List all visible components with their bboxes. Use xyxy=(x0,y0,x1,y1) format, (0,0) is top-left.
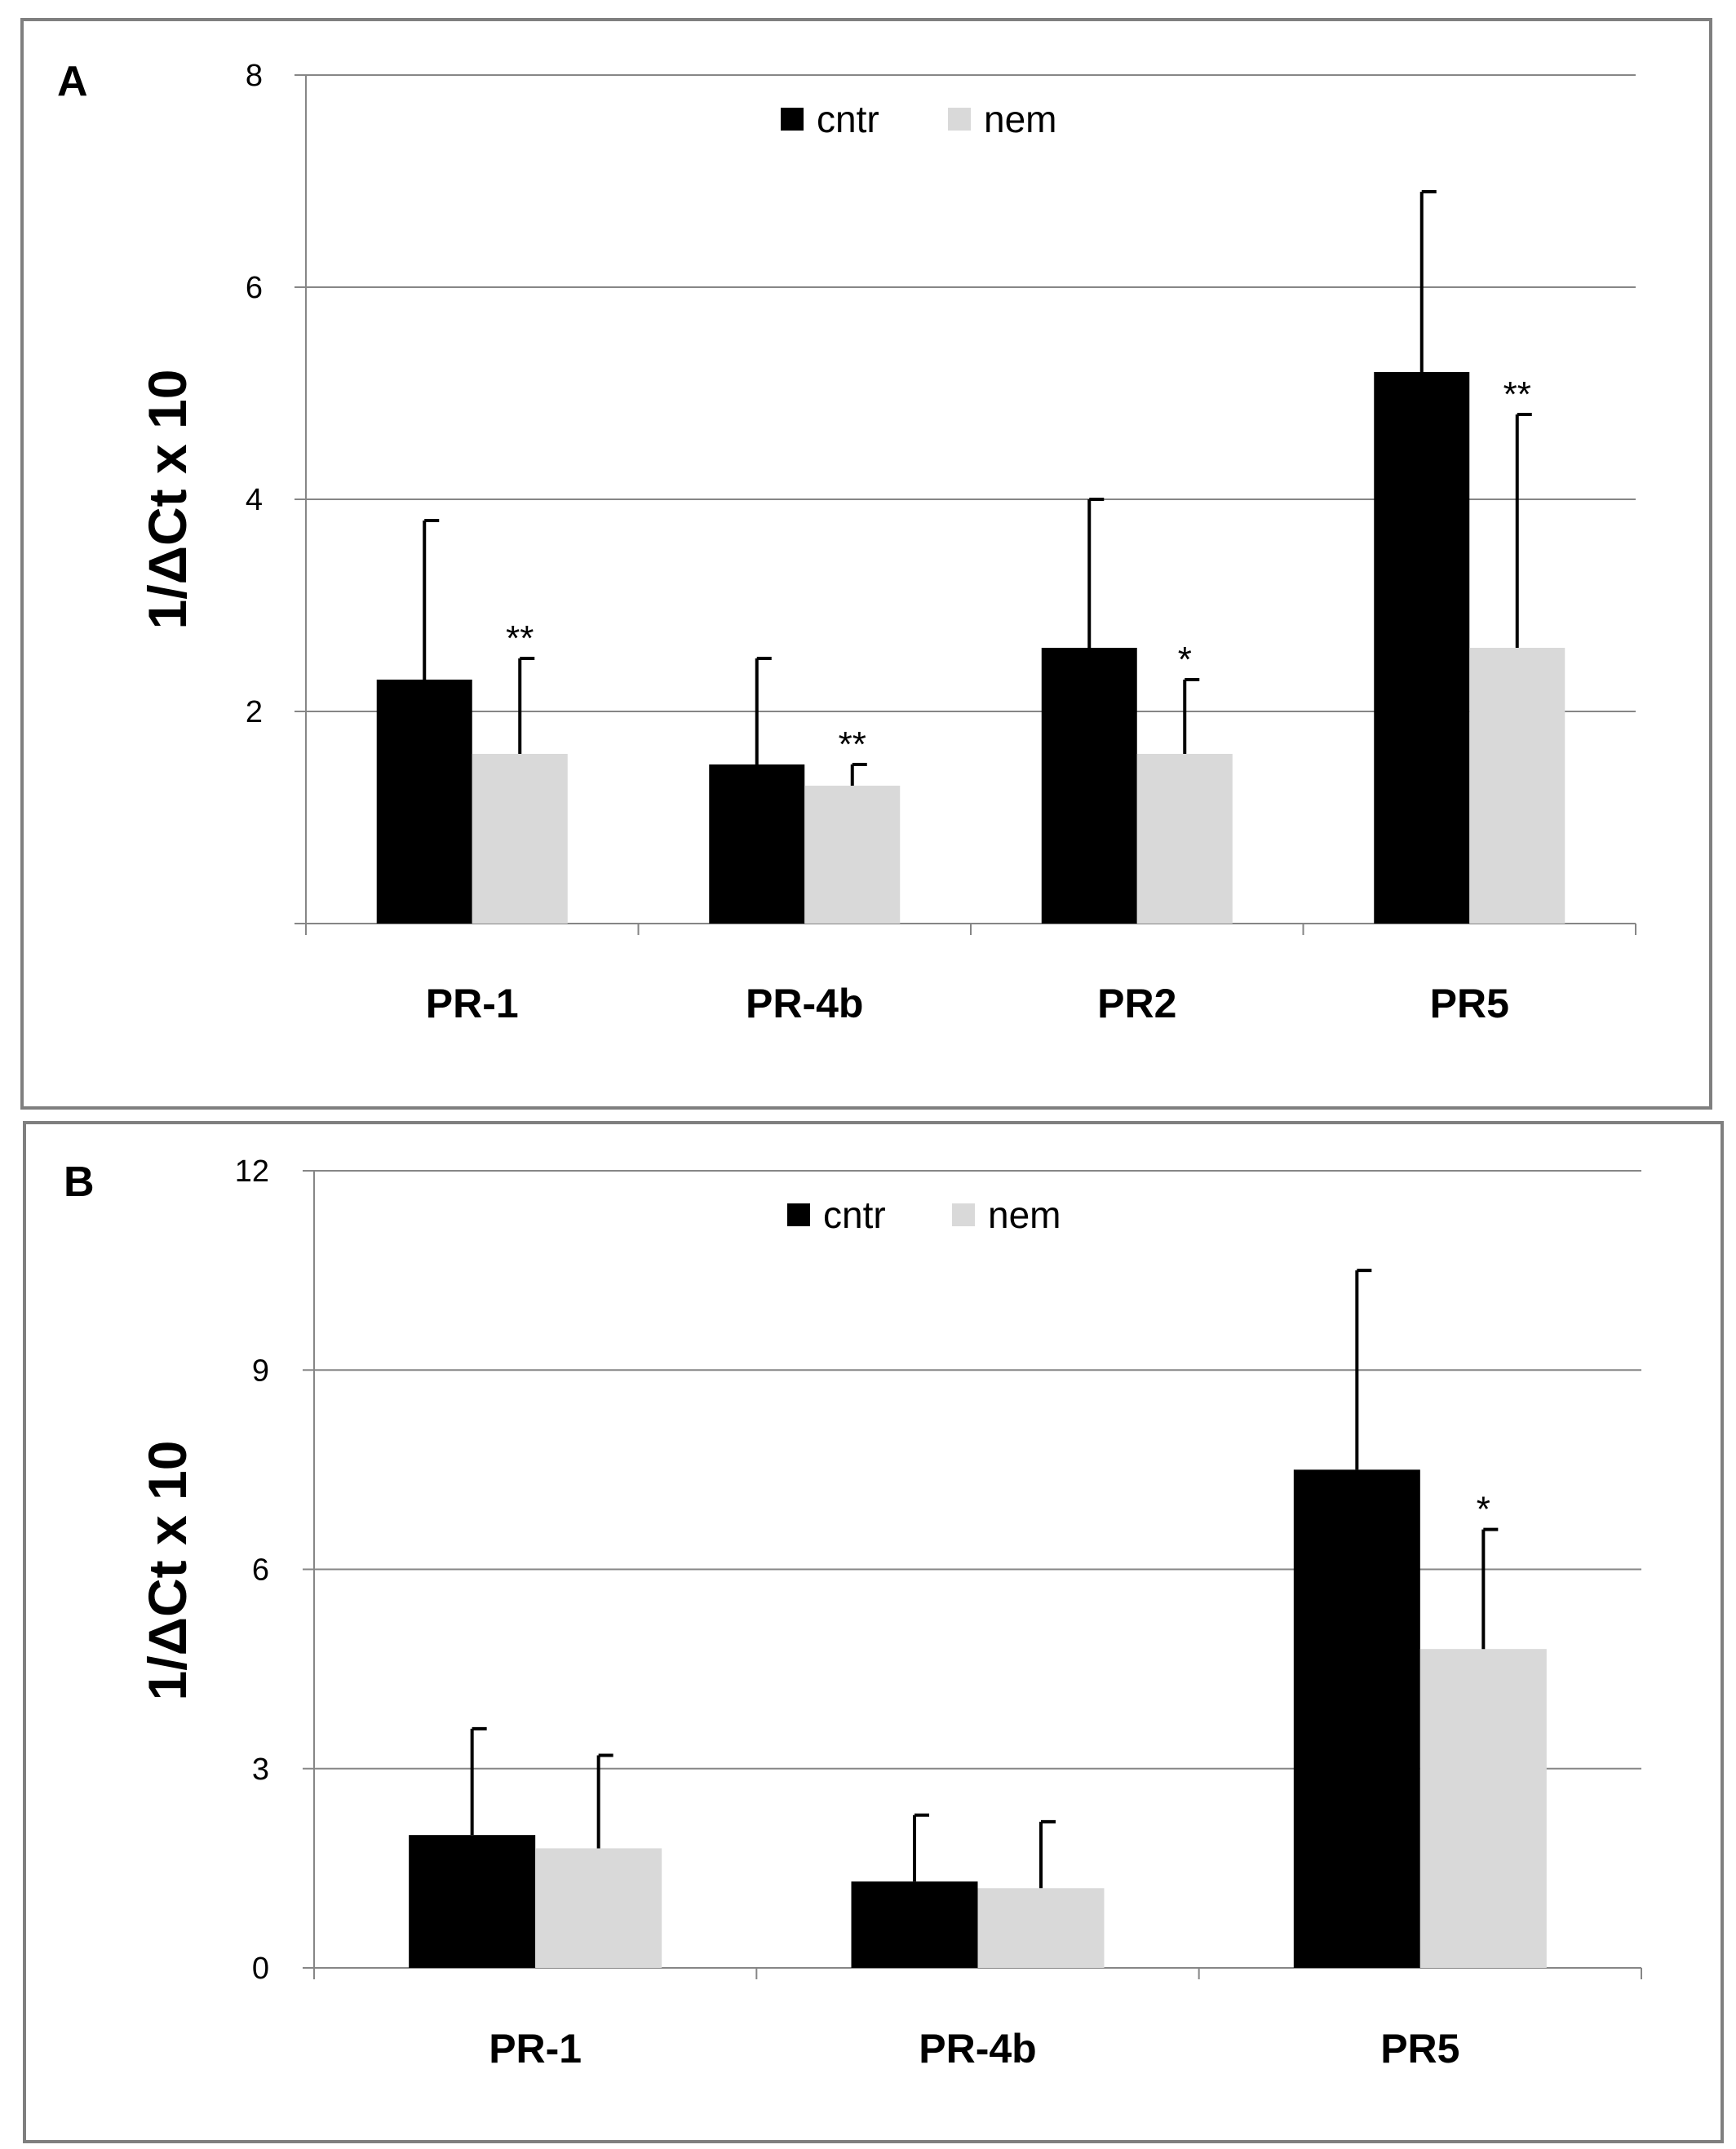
panel-a-bar-nem-pr5 xyxy=(1469,648,1566,924)
panel-b-significance-pr5: * xyxy=(1477,1490,1490,1530)
panel-a-legend-label-cntr: cntr xyxy=(817,98,879,140)
panel-a-bar-nem-pr-1 xyxy=(472,754,568,924)
panel-a-category-label: PR-4b xyxy=(746,981,863,1026)
panel-b-category-label: PR5 xyxy=(1380,2026,1459,2071)
panel-a-legend-swatch-nem xyxy=(948,108,971,131)
panel-a-bar-cntr-pr-1 xyxy=(376,680,472,924)
panel-b-letter: B xyxy=(64,1159,95,1206)
panel-b-category-label: PR-1 xyxy=(489,2026,582,2071)
panel-b-ytick-label: 3 xyxy=(252,1752,269,1787)
panel-b-ylabel: 1/ΔCt x 10 xyxy=(137,1441,197,1701)
panel-b-legend-label-nem: nem xyxy=(988,1194,1061,1236)
panel-b-ytick-label: 6 xyxy=(252,1553,269,1588)
panel-b-legend-swatch-nem xyxy=(952,1203,975,1226)
panel-a-category-label: PR5 xyxy=(1430,981,1509,1026)
panel-a-category-label: PR2 xyxy=(1097,981,1176,1026)
panel-a-legend-swatch-cntr xyxy=(781,108,804,131)
panel-a-bar-cntr-pr2 xyxy=(1041,648,1137,924)
panel-a-significance-pr-4b: ** xyxy=(839,724,866,764)
panel-a-significance-pr-1: ** xyxy=(506,618,534,658)
panel-a-bar-nem-pr2 xyxy=(1136,754,1233,924)
panel-b-legend-swatch-cntr xyxy=(787,1203,810,1226)
panel-a-legend-label-nem: nem xyxy=(984,98,1056,140)
panel-b-ytick-label: 0 xyxy=(252,1952,269,1986)
panel-a-bar-cntr-pr5 xyxy=(1374,372,1470,924)
panel-b-bar-nem-pr-4b xyxy=(977,1888,1105,1968)
panel-b-bar-nem-pr-1 xyxy=(535,1848,662,1968)
panel-a-significance-pr5: ** xyxy=(1504,374,1531,414)
panel-a-ytick-label: 2 xyxy=(246,695,263,729)
chart-panel-b xyxy=(23,1121,1724,2143)
panel-a-ytick-label: 4 xyxy=(246,483,263,517)
panel-a-significance-pr2: * xyxy=(1178,640,1192,680)
panel-b-category-label: PR-4b xyxy=(919,2026,1036,2071)
panel-b-ytick-label: 12 xyxy=(235,1154,269,1189)
panel-b-bar-cntr-pr-1 xyxy=(409,1835,536,1968)
panel-b-bar-cntr-pr-4b xyxy=(851,1881,978,1968)
panel-a-letter: A xyxy=(57,58,88,105)
panel-a-bar-nem-pr-4b xyxy=(804,786,901,924)
panel-b-ytick-label: 9 xyxy=(252,1354,269,1388)
panel-b-legend-label-cntr: cntr xyxy=(823,1194,886,1236)
panel-a-ytick-label: 6 xyxy=(246,271,263,305)
panel-b-bar-cntr-pr5 xyxy=(1293,1469,1420,1968)
panel-a-bar-cntr-pr-4b xyxy=(709,764,805,924)
panel-a-category-label: PR-1 xyxy=(426,981,519,1026)
panel-a-ylabel: 1/ΔCt x 10 xyxy=(137,370,197,630)
panel-b-bar-nem-pr5 xyxy=(1419,1649,1547,1968)
panel-a-ytick-label: 8 xyxy=(246,59,263,93)
